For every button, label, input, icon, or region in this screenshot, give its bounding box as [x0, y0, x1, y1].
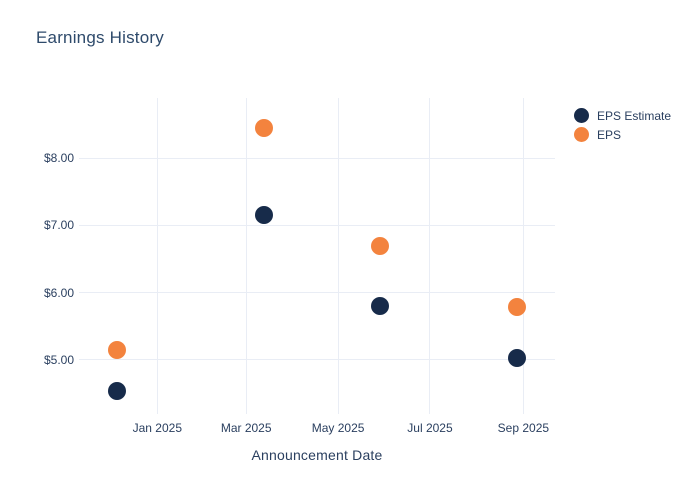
y-gridline [79, 224, 555, 226]
eps-estimate-point[interactable] [255, 206, 274, 225]
legend: EPS Estimate EPS [574, 106, 671, 144]
x-gridline [245, 98, 247, 414]
eps-point[interactable] [255, 118, 274, 137]
x-gridline [337, 98, 339, 414]
legend-label-eps-estimate: EPS Estimate [597, 108, 672, 123]
x-tick-label: Jan 2025 [132, 421, 183, 435]
eps-estimate-point[interactable] [107, 381, 126, 400]
legend-label-eps: EPS [597, 127, 622, 142]
eps-estimate-point[interactable] [508, 349, 527, 368]
legend-item-eps[interactable]: EPS [574, 125, 671, 144]
eps-marker-icon [574, 127, 589, 142]
x-gridline [156, 98, 158, 414]
x-tick-label: Sep 2025 [497, 421, 550, 435]
x-gridline [522, 98, 524, 414]
legend-item-eps-estimate[interactable]: EPS Estimate [574, 106, 671, 125]
y-gridline [79, 359, 555, 361]
chart-title: Earnings History [36, 28, 164, 47]
y-tick-label: $5.00 [43, 352, 74, 367]
y-gridline [79, 157, 555, 159]
x-tick-label: Jul 2025 [407, 421, 453, 435]
x-gridline [429, 98, 431, 414]
plot-area[interactable]: $5.00 $6.00 $7.00 $8.00 Jan 2025 Mar 2025 May … [44, 98, 555, 435]
eps-point[interactable] [508, 298, 527, 317]
eps-point[interactable] [371, 236, 390, 255]
eps-point[interactable] [107, 341, 126, 360]
eps-estimate-marker-icon [574, 108, 589, 123]
x-axis-title: Announcement Date [251, 447, 383, 463]
y-gridline [79, 292, 555, 294]
y-tick-label: $7.00 [43, 218, 74, 233]
x-tick-label: May 2025 [311, 421, 365, 435]
x-tick-label: Mar 2025 [220, 421, 272, 435]
y-tick-label: $8.00 [43, 151, 74, 166]
y-tick-label: $6.00 [43, 285, 74, 300]
eps-estimate-point[interactable] [371, 296, 390, 315]
